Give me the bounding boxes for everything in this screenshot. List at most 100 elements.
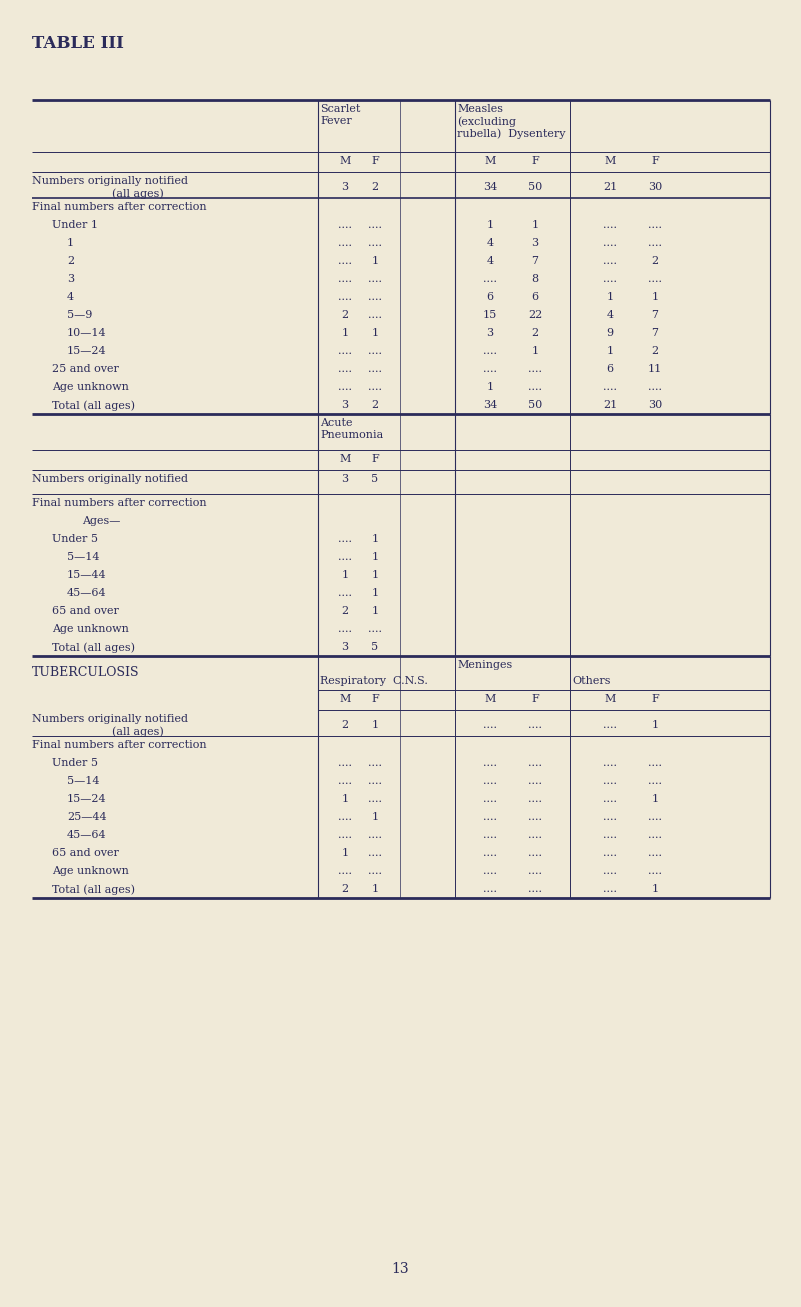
Text: ....: .... bbox=[483, 274, 497, 284]
Text: ....: .... bbox=[648, 238, 662, 248]
Text: F: F bbox=[651, 156, 659, 166]
Text: Ages—: Ages— bbox=[82, 516, 120, 525]
Text: ....: .... bbox=[338, 867, 352, 876]
Text: 1: 1 bbox=[651, 793, 658, 804]
Text: M: M bbox=[604, 694, 616, 704]
Text: F: F bbox=[371, 694, 379, 704]
Text: 25 and over: 25 and over bbox=[52, 365, 119, 374]
Text: ....: .... bbox=[603, 720, 617, 731]
Text: F: F bbox=[531, 694, 539, 704]
Text: ....: .... bbox=[483, 848, 497, 857]
Text: 1: 1 bbox=[372, 570, 379, 580]
Text: (excluding: (excluding bbox=[457, 116, 516, 127]
Text: ....: .... bbox=[368, 310, 382, 320]
Text: ....: .... bbox=[603, 848, 617, 857]
Text: ....: .... bbox=[338, 535, 352, 544]
Text: 2: 2 bbox=[341, 606, 348, 616]
Text: ....: .... bbox=[368, 758, 382, 769]
Text: 3: 3 bbox=[341, 642, 348, 652]
Text: M: M bbox=[604, 156, 616, 166]
Text: ....: .... bbox=[368, 830, 382, 840]
Text: 1: 1 bbox=[372, 256, 379, 267]
Text: Age unknown: Age unknown bbox=[52, 382, 129, 392]
Text: 1: 1 bbox=[486, 220, 493, 230]
Text: Pneumonia: Pneumonia bbox=[320, 430, 383, 440]
Text: 8: 8 bbox=[531, 274, 538, 284]
Text: 50: 50 bbox=[528, 400, 542, 410]
Text: ....: .... bbox=[483, 884, 497, 894]
Text: ....: .... bbox=[338, 346, 352, 356]
Text: 4: 4 bbox=[486, 256, 493, 267]
Text: 15: 15 bbox=[483, 310, 497, 320]
Text: 1: 1 bbox=[372, 588, 379, 599]
Text: ....: .... bbox=[603, 867, 617, 876]
Text: M: M bbox=[340, 156, 351, 166]
Text: 3: 3 bbox=[486, 328, 493, 339]
Text: ....: .... bbox=[648, 848, 662, 857]
Text: ....: .... bbox=[648, 812, 662, 822]
Text: ....: .... bbox=[338, 812, 352, 822]
Text: (all ages): (all ages) bbox=[112, 188, 163, 199]
Text: 30: 30 bbox=[648, 182, 662, 192]
Text: 5: 5 bbox=[372, 474, 379, 484]
Text: F: F bbox=[651, 694, 659, 704]
Text: ....: .... bbox=[603, 776, 617, 786]
Text: 21: 21 bbox=[603, 182, 617, 192]
Text: 2: 2 bbox=[531, 328, 538, 339]
Text: 11: 11 bbox=[648, 365, 662, 374]
Text: 3: 3 bbox=[341, 474, 348, 484]
Text: ....: .... bbox=[338, 382, 352, 392]
Text: 22: 22 bbox=[528, 310, 542, 320]
Text: 65 and over: 65 and over bbox=[52, 848, 119, 857]
Text: 2: 2 bbox=[67, 256, 74, 267]
Text: ....: .... bbox=[483, 365, 497, 374]
Text: 5: 5 bbox=[372, 642, 379, 652]
Text: Numbers originally notified: Numbers originally notified bbox=[32, 474, 188, 484]
Text: ....: .... bbox=[648, 830, 662, 840]
Text: ....: .... bbox=[528, 793, 542, 804]
Text: M: M bbox=[340, 454, 351, 464]
Text: Total (all ages): Total (all ages) bbox=[52, 642, 135, 652]
Text: 6: 6 bbox=[531, 291, 538, 302]
Text: ....: .... bbox=[368, 793, 382, 804]
Text: ....: .... bbox=[603, 793, 617, 804]
Text: TUBERCULOSIS: TUBERCULOSIS bbox=[32, 667, 139, 680]
Text: Fever: Fever bbox=[320, 116, 352, 125]
Text: 2: 2 bbox=[341, 310, 348, 320]
Text: Numbers originally notified: Numbers originally notified bbox=[32, 714, 188, 724]
Text: TABLE III: TABLE III bbox=[32, 35, 124, 52]
Text: ....: .... bbox=[368, 346, 382, 356]
Text: ....: .... bbox=[603, 830, 617, 840]
Text: ....: .... bbox=[338, 552, 352, 562]
Text: ....: .... bbox=[368, 776, 382, 786]
Text: ....: .... bbox=[338, 776, 352, 786]
Text: ....: .... bbox=[528, 776, 542, 786]
Text: ....: .... bbox=[338, 256, 352, 267]
Text: 34: 34 bbox=[483, 400, 497, 410]
Text: ....: .... bbox=[603, 382, 617, 392]
Text: ....: .... bbox=[368, 238, 382, 248]
Text: 1: 1 bbox=[486, 382, 493, 392]
Text: ....: .... bbox=[483, 793, 497, 804]
Text: 1: 1 bbox=[372, 606, 379, 616]
Text: ....: .... bbox=[368, 623, 382, 634]
Text: 5—14: 5—14 bbox=[67, 552, 99, 562]
Text: 45—64: 45—64 bbox=[67, 830, 107, 840]
Text: 1: 1 bbox=[531, 346, 538, 356]
Text: ....: .... bbox=[528, 720, 542, 731]
Text: Scarlet: Scarlet bbox=[320, 105, 360, 114]
Text: ....: .... bbox=[338, 758, 352, 769]
Text: 1: 1 bbox=[651, 884, 658, 894]
Text: Others: Others bbox=[572, 676, 610, 686]
Text: 1: 1 bbox=[651, 720, 658, 731]
Text: 1: 1 bbox=[372, 552, 379, 562]
Text: ....: .... bbox=[648, 776, 662, 786]
Text: 7: 7 bbox=[532, 256, 538, 267]
Text: ....: .... bbox=[368, 291, 382, 302]
Text: 1: 1 bbox=[67, 238, 74, 248]
Text: ....: .... bbox=[368, 867, 382, 876]
Text: Total (all ages): Total (all ages) bbox=[52, 884, 135, 894]
Text: ....: .... bbox=[648, 220, 662, 230]
Text: Measles: Measles bbox=[457, 105, 503, 114]
Text: 45—64: 45—64 bbox=[67, 588, 107, 599]
